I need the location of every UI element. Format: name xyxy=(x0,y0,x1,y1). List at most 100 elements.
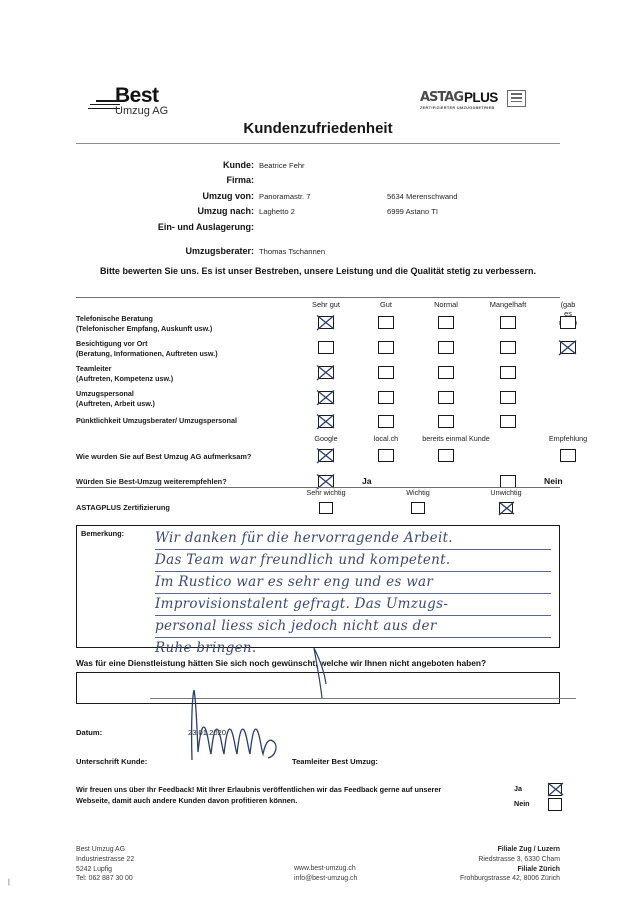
source-question-label: Wie wurden Sie auf Best Umzug AG aufmerk… xyxy=(76,452,252,461)
extra-question-label: Was für eine Dienstleistung hätten Sie s… xyxy=(76,658,487,668)
customer-signature-label: Unterschrift Kunde: xyxy=(76,757,148,766)
source-question-row: Wie wurden Sie auf Best Umzug AG aufmerk… xyxy=(76,446,576,471)
footer-street: Industriestrasse 22 xyxy=(76,855,135,863)
remark-line: Improvisionstalent gefragt. Das Umzugs- xyxy=(155,594,551,616)
checkbox-gut[interactable] xyxy=(378,366,394,379)
checkbox-consent-ja[interactable] xyxy=(547,782,564,797)
row-label: Pünktlichkeit Umzugsberater/ Umzugsperso… xyxy=(76,416,237,425)
title-divider xyxy=(76,143,560,145)
checkbox-sehr-gut[interactable] xyxy=(316,314,335,331)
customer-block: Kunde: Beatrice Fehr Firma: Umzug von: P… xyxy=(76,160,560,261)
checkbox-gab-es-nicht[interactable] xyxy=(560,316,576,329)
check-x-icon xyxy=(316,413,335,430)
footer-phone: Tel: 062 887 30 00 xyxy=(76,875,133,883)
astag-logo-part1: ASTAG xyxy=(420,90,464,105)
remark-line: Das Team war freundlich und kompetent. xyxy=(155,550,551,572)
astag-col-1: Wichtig xyxy=(406,488,430,497)
remark-box[interactable]: Bemerkung: Wir danken für die hervorrage… xyxy=(76,525,560,656)
astag-header-row: Sehr wichtig Wichtig Unwichtig xyxy=(76,488,560,500)
consent-ja-row: Ja xyxy=(514,782,564,797)
feedback-consent-text: Wir freuen uns über Ihr Feedback! Mit Ih… xyxy=(76,785,442,805)
remark-line: Im Rustico war es sehr eng und es war xyxy=(155,572,551,594)
footer-email[interactable]: info@best-umzug.ch xyxy=(294,874,358,882)
row-label: Teamleiter xyxy=(76,364,112,373)
checkbox-sehr-wichtig[interactable] xyxy=(319,502,333,514)
source-header-row: Google local.ch bereits einmal Kunde Emp… xyxy=(76,434,587,446)
check-x-icon xyxy=(316,364,335,381)
check-x-icon xyxy=(316,447,335,464)
field-value: Thomas Tschannen xyxy=(259,246,326,256)
checkbox-normal[interactable] xyxy=(438,415,454,428)
source-col-0: Google xyxy=(314,434,338,443)
checkbox-mangelhaft[interactable] xyxy=(500,391,516,404)
checkbox-mangelhaft[interactable] xyxy=(500,316,516,329)
astag-col-0: Sehr wichtig xyxy=(306,488,346,497)
checkbox-gut[interactable] xyxy=(378,415,394,428)
logo-subtitle: Umzug AG xyxy=(115,105,169,117)
checkbox-sehr-gut[interactable] xyxy=(316,413,335,430)
check-x-icon xyxy=(498,501,515,516)
field-umzugsberater: Umzugsberater: Thomas Tschannen xyxy=(76,246,560,257)
rating-col-2: Normal xyxy=(434,300,458,309)
source-col-2: bereits einmal Kunde xyxy=(422,434,490,443)
astag-rating-row: ASTAGPLUS Zertifizierung xyxy=(76,500,560,520)
checkbox-normal[interactable] xyxy=(438,341,454,354)
field-umzug-nach: Umzug nach: Laghetto 2 6999 Astano TI xyxy=(76,206,560,217)
rating-col-3: Mangelhaft xyxy=(489,300,527,309)
checkbox-gut[interactable] xyxy=(378,316,394,329)
rating-row-telefonische-beratung: Telefonische Beratung (Telefonischer Empf… xyxy=(76,314,576,339)
extra-answer-ruling xyxy=(150,698,576,699)
checkbox-mangelhaft[interactable] xyxy=(500,366,516,379)
checkbox-sehr-gut[interactable] xyxy=(316,364,335,381)
scan-artifact: | xyxy=(8,879,10,886)
astag-rating-label: ASTAGPLUS Zertifizierung xyxy=(76,503,170,512)
page-title: Kundenzufriedenheit xyxy=(243,120,393,137)
remark-label: Bemerkung: xyxy=(81,529,125,538)
logo-brand: Best xyxy=(115,84,159,107)
rating-grid: Sehr gut Gut Normal Mangelhaft (gab es n… xyxy=(76,300,587,495)
checkbox-mangelhaft[interactable] xyxy=(500,341,516,354)
recommend-question-label: Würden Sie Best-Umzug weiterempfehlen? xyxy=(76,477,227,486)
rating-col-0: Sehr gut xyxy=(312,300,340,309)
checkbox-normal[interactable] xyxy=(438,366,454,379)
check-x-icon xyxy=(547,782,564,797)
consent-ja-label: Ja xyxy=(514,784,522,793)
checkbox-bereits-kunde[interactable] xyxy=(438,449,454,462)
recommend-yes-label: Ja xyxy=(362,476,372,486)
checkbox-gut[interactable] xyxy=(378,341,394,354)
rating-row-umzugspersonal: Umzugspersonal (Auftreten, Arbeit usw.) xyxy=(76,389,560,414)
checkbox-mangelhaft[interactable] xyxy=(500,415,516,428)
customer-signature xyxy=(190,689,277,760)
checkbox-empfehlung[interactable] xyxy=(560,449,576,462)
field-einlagerung: Ein- und Auslagerung: xyxy=(76,222,560,233)
astag-logo-part2: PLUS xyxy=(464,90,498,105)
footer-city: 5242 Lupfig xyxy=(76,865,113,873)
checkbox-wichtig[interactable] xyxy=(411,502,425,514)
checkbox-sehr-gut[interactable] xyxy=(318,341,334,354)
checkbox-normal[interactable] xyxy=(438,391,454,404)
rating-col-1: Gut xyxy=(380,300,392,309)
checkbox-sehr-gut[interactable] xyxy=(316,389,335,406)
field-value2: 6999 Astano TI xyxy=(387,207,438,217)
checkbox-consent-nein[interactable] xyxy=(548,798,562,811)
checkbox-gab-es-nicht[interactable] xyxy=(558,339,577,356)
checkbox-unwichtig[interactable] xyxy=(498,501,515,516)
field-label: Firma: xyxy=(226,175,254,186)
checkbox-gut[interactable] xyxy=(378,391,394,404)
signature-flourish xyxy=(313,647,327,699)
footer-website[interactable]: www.best-umzug.ch xyxy=(294,865,356,872)
checkbox-google[interactable] xyxy=(316,447,335,464)
footer-company-name: Best Umzug AG xyxy=(76,846,126,853)
row-sublabel: (Beratung, Informationen, Auftreten usw.… xyxy=(76,348,218,358)
checkbox-normal[interactable] xyxy=(438,316,454,329)
astag-col-2: Unwichtig xyxy=(490,488,522,497)
checkbox-local-ch[interactable] xyxy=(378,449,394,462)
footer-middle-column: www.best-umzug.ch info@best-umzug.ch xyxy=(294,864,357,884)
field-label: Kunde: xyxy=(223,160,254,170)
field-kunde: Kunde: Beatrice Fehr xyxy=(76,160,560,171)
footer-branch-zug-address: Riedstrasse 3, 6330 Cham xyxy=(478,855,560,863)
row-sublabel: (Telefonischer Empfang, Auskunft usw.) xyxy=(76,323,213,333)
logo-bars-icon xyxy=(88,100,120,111)
recommend-no-label: Nein xyxy=(544,476,563,486)
footer-branch-zurich-label: Filiale Zürich xyxy=(517,865,560,873)
